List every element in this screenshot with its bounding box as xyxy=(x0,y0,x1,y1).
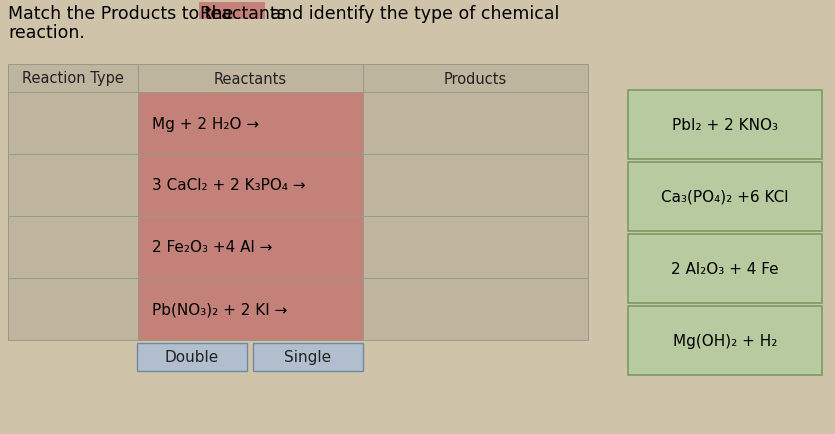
Text: and identify the type of chemical: and identify the type of chemical xyxy=(266,5,559,23)
Text: Mg + 2 H₂O →: Mg + 2 H₂O → xyxy=(152,116,259,131)
FancyBboxPatch shape xyxy=(628,306,822,375)
Text: PbI₂ + 2 KNO₃: PbI₂ + 2 KNO₃ xyxy=(672,118,778,133)
FancyBboxPatch shape xyxy=(138,155,363,217)
FancyBboxPatch shape xyxy=(253,343,363,371)
FancyBboxPatch shape xyxy=(8,93,138,155)
Text: reaction.: reaction. xyxy=(8,24,85,42)
Text: Single: Single xyxy=(285,350,331,365)
Text: Reactants: Reactants xyxy=(214,71,287,86)
Text: Match the Products to the: Match the Products to the xyxy=(8,5,239,23)
Text: Pb(NO₃)₂ + 2 KI →: Pb(NO₃)₂ + 2 KI → xyxy=(152,302,287,317)
Text: Mg(OH)₂ + H₂: Mg(OH)₂ + H₂ xyxy=(673,333,777,348)
FancyBboxPatch shape xyxy=(8,65,138,93)
FancyBboxPatch shape xyxy=(8,278,138,340)
FancyBboxPatch shape xyxy=(138,93,363,155)
Text: Reactants: Reactants xyxy=(199,5,286,23)
FancyBboxPatch shape xyxy=(138,278,363,340)
Text: 2 Al₂O₃ + 4 Fe: 2 Al₂O₃ + 4 Fe xyxy=(671,261,779,276)
FancyBboxPatch shape xyxy=(8,217,138,278)
FancyBboxPatch shape xyxy=(137,343,247,371)
FancyBboxPatch shape xyxy=(628,234,822,303)
FancyBboxPatch shape xyxy=(628,163,822,231)
FancyBboxPatch shape xyxy=(138,217,363,278)
Text: 2 Fe₂O₃ +4 Al →: 2 Fe₂O₃ +4 Al → xyxy=(152,240,272,255)
Text: Products: Products xyxy=(444,71,507,86)
FancyBboxPatch shape xyxy=(363,217,588,278)
FancyBboxPatch shape xyxy=(628,91,822,160)
FancyBboxPatch shape xyxy=(363,65,588,93)
FancyBboxPatch shape xyxy=(138,65,363,93)
Text: Ca₃(PO₄)₂ +6 KCl: Ca₃(PO₄)₂ +6 KCl xyxy=(661,190,789,204)
FancyBboxPatch shape xyxy=(363,155,588,217)
Text: Double: Double xyxy=(164,350,219,365)
FancyBboxPatch shape xyxy=(199,3,266,20)
FancyBboxPatch shape xyxy=(363,93,588,155)
FancyBboxPatch shape xyxy=(363,278,588,340)
FancyBboxPatch shape xyxy=(8,155,138,217)
Text: Reaction Type: Reaction Type xyxy=(22,71,124,86)
Text: 3 CaCl₂ + 2 K₃PO₄ →: 3 CaCl₂ + 2 K₃PO₄ → xyxy=(152,178,306,193)
